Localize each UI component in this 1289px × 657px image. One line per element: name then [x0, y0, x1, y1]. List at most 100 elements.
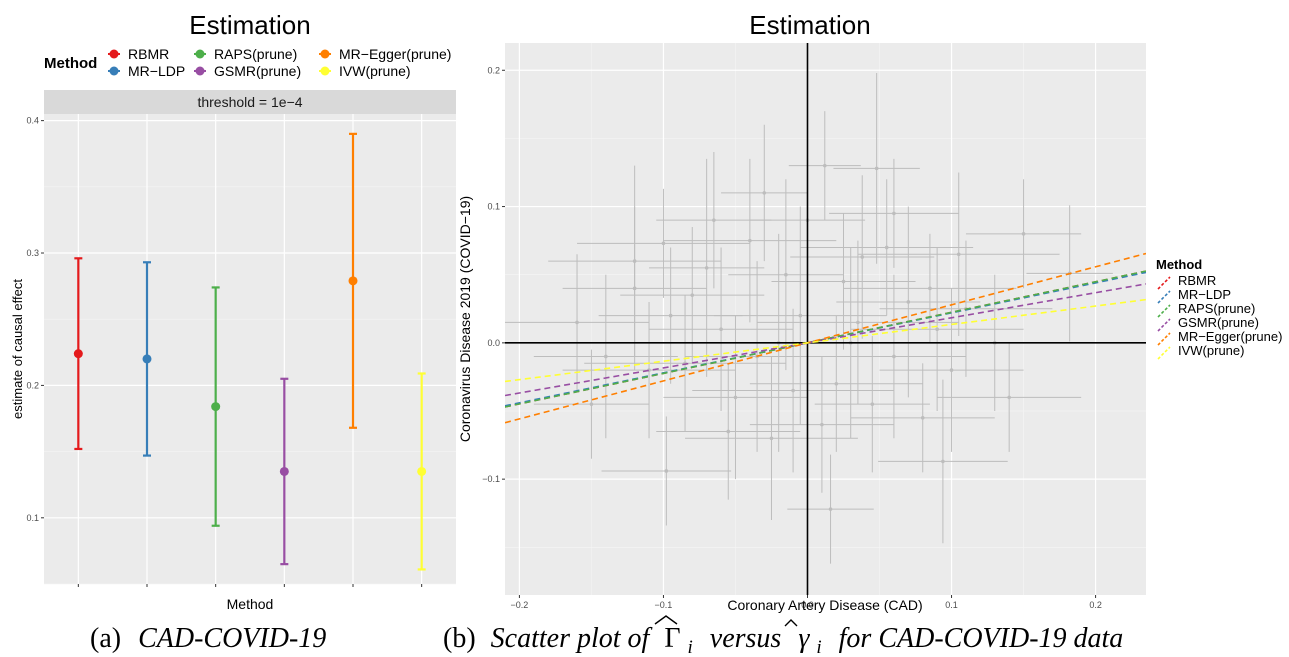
- right-legend-item: GSMR(prune): [1157, 315, 1259, 332]
- left-y-tick-label: 0.3: [26, 248, 39, 258]
- right-x-tick-label: 0.0: [801, 600, 814, 610]
- left-y-axis-label: estimate of causal effect: [10, 279, 25, 419]
- data-point-with-errorbars: [965, 179, 1082, 289]
- fitted-line: [505, 252, 1146, 424]
- left-y-tick-label: 0.1: [26, 513, 39, 523]
- data-point: [690, 293, 695, 297]
- caption-a-text: CAD-COVID-19: [138, 623, 326, 654]
- data-point: [726, 429, 731, 434]
- estimate-point: [417, 466, 427, 476]
- data-point: [664, 469, 669, 473]
- caption-b-sub-1: i: [688, 637, 693, 657]
- data-point: [856, 320, 860, 325]
- data-point: [704, 266, 709, 270]
- legend-key-dashed-line: [1157, 276, 1171, 290]
- right-legend-item: MR−Egger(prune): [1157, 329, 1282, 346]
- estimate-point: [73, 349, 83, 359]
- data-point: [762, 191, 767, 195]
- data-point: [822, 163, 827, 168]
- left-legend-label: RAPS(prune): [214, 46, 297, 62]
- estimate-point: [348, 276, 358, 286]
- data-point-with-errorbars: [577, 188, 750, 298]
- data-point: [841, 279, 846, 284]
- data-point-with-errorbars: [533, 274, 678, 439]
- data-point: [834, 381, 839, 386]
- data-point-with-errorbars: [649, 247, 794, 411]
- left-legend-item: GSMR(prune): [194, 63, 301, 79]
- legend-key-point: [320, 49, 330, 59]
- data-point: [884, 245, 889, 250]
- legend-key-dashed-line: [1157, 332, 1171, 346]
- data-point: [769, 436, 774, 441]
- legend-key-point: [195, 66, 205, 76]
- legend-key-point: [320, 66, 330, 76]
- data-point-with-errorbars: [728, 179, 844, 371]
- right-legend-item: MR−LDP: [1157, 287, 1231, 304]
- left-legend-title: Method: [44, 55, 97, 72]
- data-point-with-errorbars: [692, 308, 894, 473]
- data-point-with-errorbars: [620, 227, 765, 364]
- right-chart: Estimation −0.1 0.0 0.1 0.2 −0.2 −0.1 0.0 0.1 0…: [457, 10, 1282, 613]
- data-point: [784, 272, 788, 277]
- right-x-tick-label: −0.2: [511, 600, 529, 610]
- right-y-tick-label: −0.1: [482, 474, 500, 484]
- right-legend-label: MR−LDP: [1178, 287, 1231, 302]
- legend-key-dashed-line: [1157, 304, 1171, 318]
- right-legend-item: IVW(prune): [1157, 343, 1244, 360]
- data-point: [668, 313, 673, 318]
- data-point: [928, 286, 932, 291]
- caption-a: (a) CAD-COVID-19: [90, 623, 326, 654]
- data-point: [1021, 232, 1026, 236]
- data-point-with-errorbars: [601, 416, 732, 526]
- left-legend-label: MR−LDP: [128, 63, 185, 79]
- data-point: [632, 286, 637, 291]
- caption-b-symbol-2: γ: [798, 623, 810, 654]
- right-legend-label: RBMR: [1178, 273, 1216, 288]
- left-legend-label: RBMR: [128, 46, 169, 62]
- errorbar-6: [417, 372, 427, 571]
- data-point: [820, 422, 824, 427]
- legend-key-point: [109, 49, 119, 59]
- legend-key-point: [109, 66, 119, 76]
- right-y-tick-label: 0.2: [487, 65, 500, 75]
- data-point: [906, 300, 911, 304]
- data-point: [935, 327, 939, 332]
- right-x-tick-label: 0.1: [945, 600, 958, 610]
- right-legend-label: IVW(prune): [1178, 343, 1244, 358]
- left-x-axis-label: Method: [227, 596, 274, 612]
- data-point-with-errorbars: [787, 454, 874, 564]
- svg-text:(b) Scatter plot of: (b) Scatter plot of Γ i versus γ i for C…: [443, 623, 1123, 657]
- data-point-with-errorbars: [836, 206, 981, 398]
- data-point: [719, 327, 723, 332]
- data-point-with-errorbars: [850, 363, 995, 473]
- data-point-with-errorbars: [505, 254, 650, 391]
- data-point-with-errorbars: [788, 111, 861, 221]
- data-point: [870, 402, 875, 406]
- data-point: [791, 388, 795, 393]
- data-point: [575, 320, 579, 325]
- estimate-point: [279, 466, 289, 476]
- data-point: [949, 368, 954, 372]
- data-point: [892, 354, 896, 359]
- right-plot-panel: [505, 43, 1146, 595]
- data-point: [874, 166, 879, 171]
- data-point: [892, 211, 896, 216]
- caption-b-sub-2: i: [816, 637, 821, 657]
- caption-b-text-after: for CAD-COVID-19 data: [839, 623, 1124, 654]
- caption-a-label: (a): [90, 623, 121, 654]
- data-point: [604, 354, 608, 359]
- left-legend-item: IVW(prune): [319, 63, 411, 79]
- right-legend-item: RBMR: [1157, 273, 1216, 290]
- data-point-with-errorbars: [937, 342, 1082, 452]
- data-point-with-errorbars: [879, 288, 1024, 452]
- data-point-with-errorbars: [757, 240, 959, 405]
- errorbar-1: [73, 257, 83, 451]
- data-point: [589, 402, 594, 406]
- data-point-with-errorbars: [656, 363, 801, 500]
- left-legend-item: MR−LDP: [108, 63, 185, 79]
- data-point-with-errorbars: [656, 152, 772, 289]
- left-legend-label: MR−Egger(prune): [339, 46, 451, 62]
- data-point: [828, 507, 833, 511]
- legend-key-dashed-line: [1157, 318, 1171, 332]
- data-point: [733, 395, 738, 400]
